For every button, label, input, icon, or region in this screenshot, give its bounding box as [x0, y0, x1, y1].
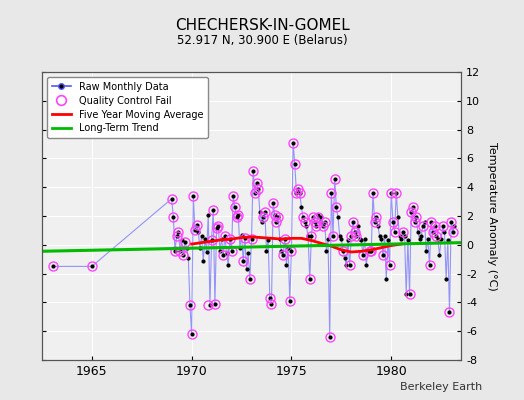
Text: CHECHERSK-IN-GOMEL: CHECHERSK-IN-GOMEL	[174, 18, 350, 33]
Y-axis label: Temperature Anomaly (°C): Temperature Anomaly (°C)	[487, 142, 497, 290]
Legend: Raw Monthly Data, Quality Control Fail, Five Year Moving Average, Long-Term Tren: Raw Monthly Data, Quality Control Fail, …	[47, 77, 208, 138]
Text: 52.917 N, 30.900 E (Belarus): 52.917 N, 30.900 E (Belarus)	[177, 34, 347, 47]
Text: Berkeley Earth: Berkeley Earth	[400, 382, 482, 392]
